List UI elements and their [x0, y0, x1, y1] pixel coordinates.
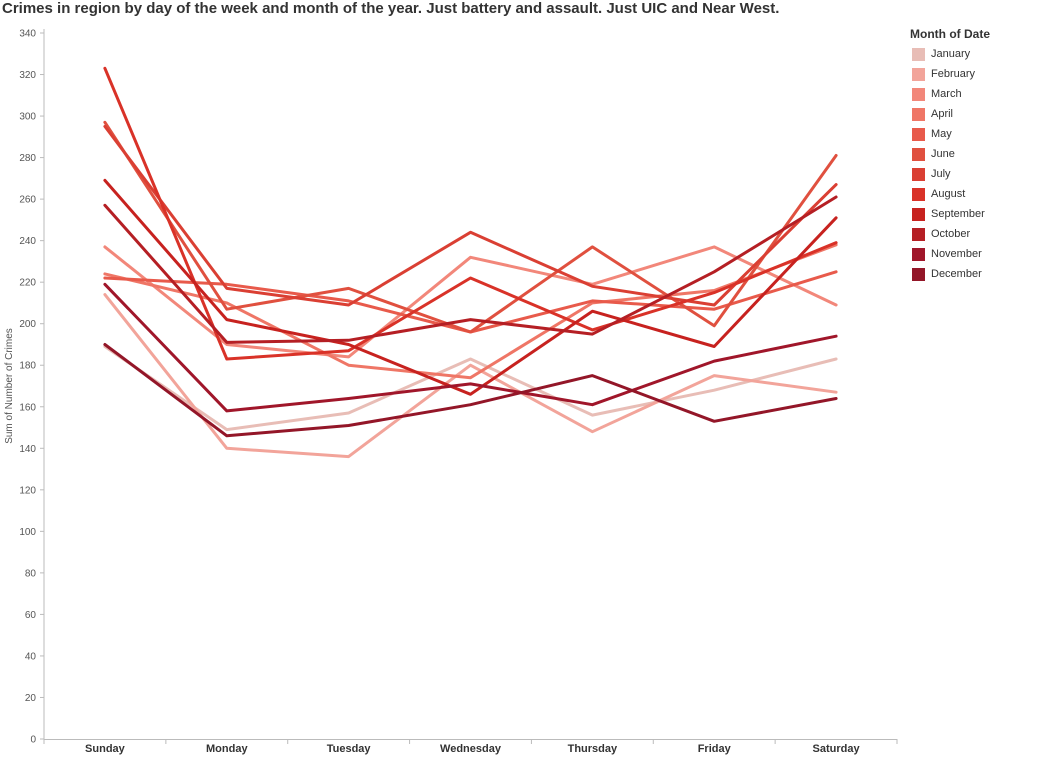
legend-swatch	[912, 267, 925, 281]
y-tick-label: 140	[19, 444, 36, 455]
y-tick-label: 320	[19, 70, 36, 81]
legend-label: May	[931, 128, 952, 140]
legend-swatch	[912, 147, 925, 161]
series-line-february[interactable]	[103, 293, 838, 459]
series-line-june[interactable]	[103, 120, 838, 334]
legend-label: October	[931, 228, 971, 240]
legend-item-february[interactable]: February	[910, 64, 1045, 84]
legend-label: March	[931, 88, 962, 100]
legend-swatch	[912, 87, 925, 101]
legend-label: November	[931, 248, 982, 260]
legend-swatch	[912, 247, 925, 261]
legend-item-june[interactable]: June	[910, 144, 1045, 164]
legend-swatch	[912, 47, 925, 61]
y-tick-label: 100	[19, 527, 36, 538]
series-line-december[interactable]	[103, 343, 838, 438]
legend-swatch	[912, 227, 925, 241]
legend: Month of Date January February March April M…	[910, 27, 1045, 284]
legend-swatch	[912, 187, 925, 201]
series-line-march[interactable]	[103, 245, 838, 359]
y-tick-label: 220	[19, 278, 36, 289]
x-tick-label: Friday	[698, 743, 732, 755]
legend-swatch	[912, 127, 925, 141]
series-line-november[interactable]	[103, 282, 838, 413]
legend-swatch	[912, 67, 925, 81]
legend-item-may[interactable]: May	[910, 124, 1045, 144]
y-tick-label: 120	[19, 485, 36, 496]
series-line-april[interactable]	[103, 243, 838, 380]
y-tick-label: 300	[19, 112, 36, 123]
legend-label: August	[931, 188, 966, 200]
y-tick-label: 160	[19, 402, 36, 413]
y-tick-label: 260	[19, 195, 36, 206]
legend-label: January	[931, 48, 971, 60]
series-line-october[interactable]	[103, 195, 838, 344]
x-tick-label: Saturday	[813, 743, 861, 755]
legend-item-april[interactable]: April	[910, 104, 1045, 124]
legend-label: February	[931, 68, 976, 80]
series-line-july[interactable]	[103, 124, 838, 307]
y-tick-label: 200	[19, 319, 36, 330]
x-tick-label: Tuesday	[327, 743, 372, 755]
legend-item-august[interactable]: August	[910, 184, 1045, 204]
y-tick-label: 340	[19, 29, 36, 40]
x-tick-label: Thursday	[568, 743, 618, 755]
legend-swatch	[912, 207, 925, 221]
x-tick-label: Monday	[206, 743, 248, 755]
axes: 0 20 40 60 80 100 120 140 160 180 200 220 240 260 280 3…	[4, 29, 898, 755]
chart-title: Crimes in region by day of the week and …	[2, 0, 780, 17]
legend-swatch	[912, 107, 925, 121]
legend-title: Month of Date	[910, 27, 990, 41]
y-axis-title: Sum of Number of Crimes	[4, 328, 15, 444]
legend-item-july[interactable]: July	[910, 164, 1045, 184]
legend-item-november[interactable]: November	[910, 244, 1045, 264]
legend-label: September	[931, 208, 985, 220]
legend-label: December	[931, 268, 982, 280]
y-tick-label: 0	[30, 735, 36, 746]
y-tick-label: 60	[25, 610, 37, 621]
legend-item-october[interactable]: October	[910, 224, 1045, 244]
series-line-january[interactable]	[103, 345, 838, 432]
legend-item-march[interactable]: March	[910, 84, 1045, 104]
legend-label: June	[931, 148, 955, 160]
legend-item-december[interactable]: December	[910, 264, 1045, 284]
series-line-august[interactable]	[103, 66, 838, 361]
x-tick-label: Wednesday	[440, 743, 502, 755]
x-tick-label: Sunday	[85, 743, 126, 755]
y-tick-label: 20	[25, 693, 37, 704]
y-tick-label: 280	[19, 153, 36, 164]
series-line-may[interactable]	[103, 270, 838, 334]
y-tick-label: 240	[19, 236, 36, 247]
legend-label: April	[931, 108, 954, 120]
line-chart: 0 20 40 60 80 100 120 140 160 180 200 220 240 260 280 3…	[4, 29, 898, 755]
legend-item-september[interactable]: September	[910, 204, 1045, 224]
series-lines	[103, 66, 838, 459]
legend-swatch	[912, 167, 925, 181]
legend-label: July	[931, 168, 951, 180]
legend-item-january[interactable]: January	[910, 44, 1045, 64]
y-tick-label: 180	[19, 361, 36, 372]
series-line-september[interactable]	[103, 178, 838, 396]
y-tick-label: 80	[25, 568, 37, 579]
y-tick-label: 40	[25, 651, 37, 662]
